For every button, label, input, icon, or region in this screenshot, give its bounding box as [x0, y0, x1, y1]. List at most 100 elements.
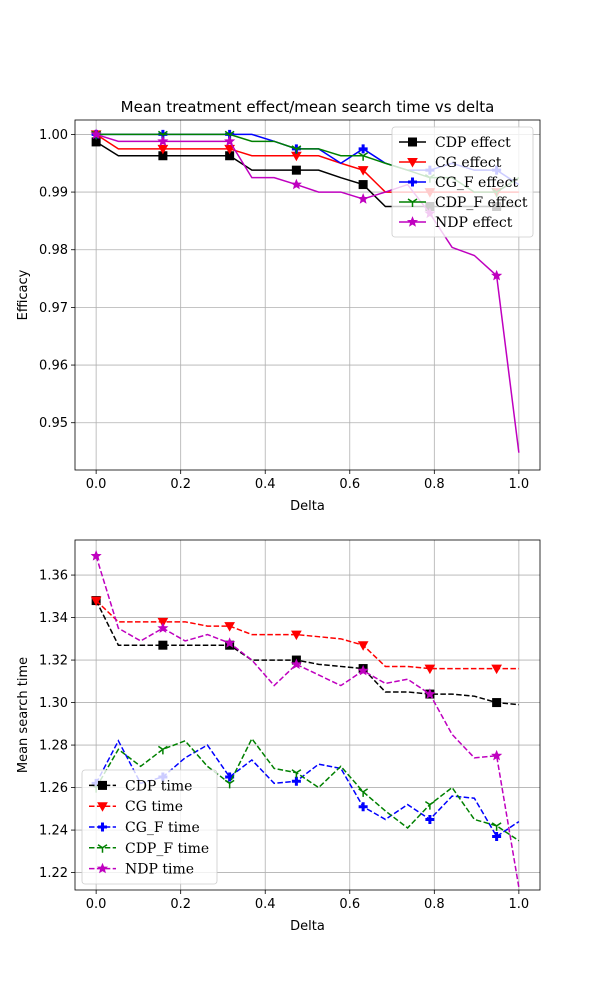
- y-tick-label: 1.24: [39, 824, 68, 839]
- data-point: [90, 128, 102, 140]
- legend: CDP effect CG effect CG_F effect CDP_F effe…: [391, 126, 534, 238]
- data-point: [224, 637, 236, 648]
- y-tick-label: 1.26: [39, 781, 68, 796]
- y-tick-label: 1.28: [39, 739, 68, 754]
- legend-label: CDP time: [125, 778, 192, 794]
- legend-item: CDP_F time: [89, 841, 209, 857]
- y-tick-label: 0.95: [39, 416, 68, 431]
- grid: [75, 540, 540, 890]
- data-point: [357, 166, 369, 176]
- legend-label: CG_F effect: [435, 175, 518, 191]
- data-point: [157, 622, 169, 633]
- x-axis-label: Delta: [290, 919, 325, 934]
- data-point: [358, 180, 368, 190]
- legend-box: [81, 769, 218, 885]
- legend-item: NDP effect: [399, 215, 513, 231]
- x-tick-label: 0.8: [424, 477, 445, 492]
- legend-marker: [407, 158, 418, 168]
- y-tick-label: 1.30: [39, 696, 68, 711]
- x-tick-label: 0.0: [86, 477, 107, 492]
- data-point: [157, 745, 168, 755]
- y-tick-label: 1.32: [39, 654, 68, 669]
- data-point: [491, 822, 502, 831]
- x-tick-label: 0.4: [255, 477, 276, 492]
- y-tick-label: 1.36: [39, 569, 68, 584]
- data-point: [357, 193, 369, 204]
- data-point: [491, 664, 502, 675]
- series-line: [95, 133, 520, 453]
- series-line: [95, 555, 520, 888]
- data-point: [491, 749, 503, 761]
- y-axis-label: Efficacy: [16, 269, 31, 320]
- legend-item: NDP time: [89, 862, 194, 878]
- legend-label: NDP effect: [435, 215, 513, 231]
- x-tick-label: 0.6: [339, 897, 360, 912]
- x-tick-label: 0.4: [255, 897, 276, 912]
- legend-item: CG_F time: [89, 820, 200, 836]
- legend-marker: [98, 780, 107, 790]
- data-point: [291, 630, 302, 641]
- data-point: [424, 664, 436, 675]
- y-tick-label: 0.97: [39, 301, 68, 316]
- legend-item: CDP_F effect: [399, 195, 528, 211]
- legend-item: CDP time: [89, 778, 192, 794]
- y-tick-label: 1.22: [39, 866, 68, 881]
- x-tick-label: 0.2: [170, 477, 191, 492]
- data-point: [157, 144, 169, 155]
- data-point: [291, 165, 301, 175]
- legend-label: CDP_F effect: [435, 195, 528, 211]
- data-point: [491, 269, 503, 281]
- y-tick-label: 0.98: [39, 243, 68, 258]
- series-line: [95, 600, 519, 670]
- legend-marker: [96, 862, 109, 874]
- y-axis-label: Mean search time: [16, 657, 31, 773]
- legend-marker: [97, 802, 108, 812]
- data-point: [291, 769, 302, 778]
- data-point: [492, 831, 502, 841]
- legend-item: CG_F effect: [399, 175, 518, 191]
- axes-frame: [74, 539, 541, 891]
- data-point: [157, 135, 169, 147]
- legend-label: CDP_F time: [125, 841, 209, 857]
- legend-marker: [407, 198, 418, 207]
- legend-item: CG time: [89, 799, 183, 815]
- data-point: [492, 698, 502, 708]
- legend-label: CG effect: [435, 155, 502, 171]
- series-cdp-f-time: [91, 737, 520, 842]
- legend-marker: [406, 216, 419, 227]
- x-tick-label: 0.0: [86, 897, 107, 912]
- y-tick-label: 1.34: [39, 611, 68, 626]
- legend-marker: [98, 822, 107, 832]
- legend-label: CDP effect: [435, 135, 511, 151]
- data-point: [357, 641, 369, 651]
- legend-item: CDP effect: [399, 135, 511, 151]
- x-tick-label: 0.8: [424, 897, 445, 912]
- axes-frame: [74, 119, 541, 471]
- data-point: [358, 802, 368, 812]
- data-point: [425, 814, 435, 824]
- series-line: [95, 737, 520, 842]
- data-point: [224, 779, 235, 789]
- data-point: [424, 800, 435, 810]
- y-tick-label: 0.96: [39, 359, 68, 374]
- data-point: [290, 178, 302, 190]
- series-ndp-time: [90, 550, 520, 888]
- x-tick-label: 1.0: [509, 477, 530, 492]
- x-tick-label: 1.0: [509, 897, 530, 912]
- data-point: [291, 145, 302, 154]
- data-point: [90, 596, 102, 607]
- chart-title: Mean treatment effect/mean search time v…: [121, 98, 495, 116]
- search-time-chart: 0.0 0.2 0.4 0.6 0.8 1.0 1.22 1.24 1.26 1.28 1.30 1.…: [16, 539, 541, 934]
- data-point: [358, 788, 369, 797]
- data-point: [358, 152, 369, 161]
- data-point: [158, 640, 168, 650]
- data-point: [357, 664, 369, 676]
- data-point: [224, 622, 235, 632]
- legend-label: NDP time: [125, 862, 194, 878]
- legend-marker: [408, 137, 417, 147]
- data-point: [291, 776, 301, 786]
- data-point: [424, 688, 436, 699]
- data-point: [224, 144, 235, 155]
- data-point: [224, 135, 236, 147]
